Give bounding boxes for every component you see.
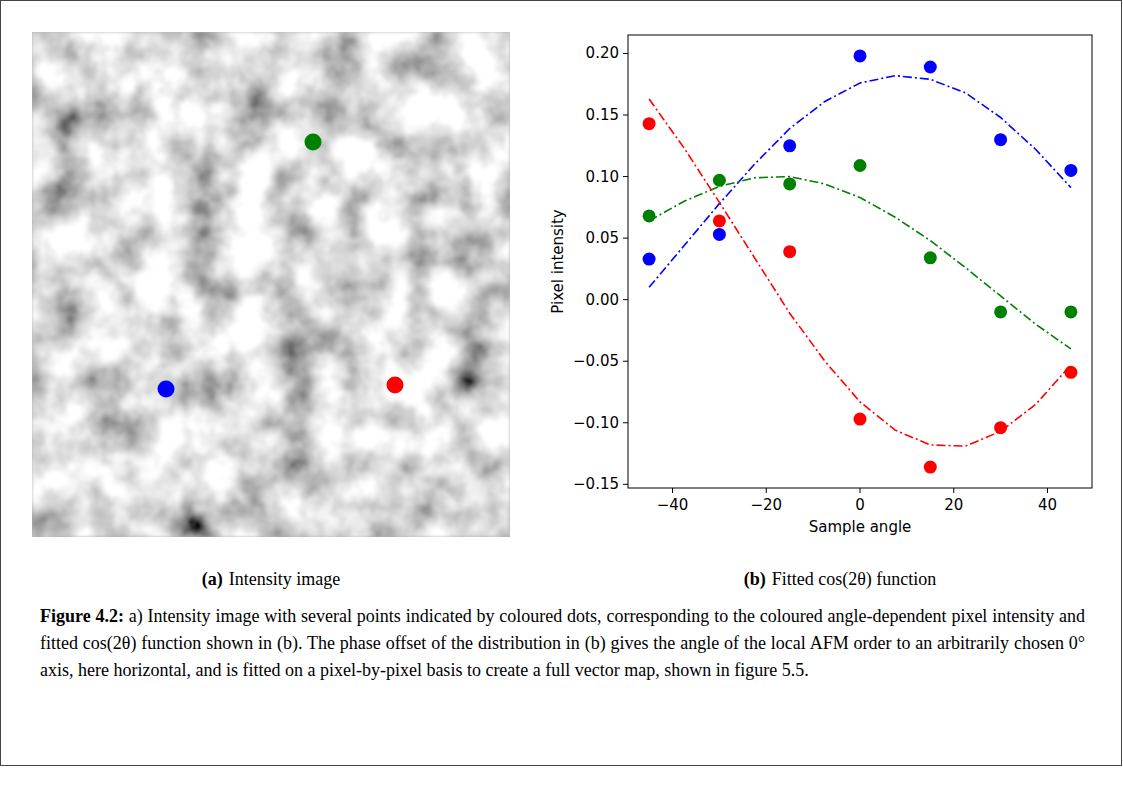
image-point [158,381,175,398]
panel-caption-text: Fitted cos(2θ) function [772,569,937,590]
caption-text: a) Intensity image with several points i… [40,606,1085,680]
data-point [643,209,656,222]
y-tick-label: −0.15 [573,475,619,493]
data-point [1064,305,1077,318]
y-tick [623,299,628,300]
panel-label: (b) [744,569,766,590]
x-axis-title: Sample angle [809,518,912,536]
y-tick [623,361,628,362]
data-point [713,214,726,227]
y-tick [623,115,628,116]
x-tick [672,488,673,493]
image-point [387,377,404,394]
data-point [994,133,1007,146]
panel-caption: (b) Fitted cos(2θ) function [744,569,937,590]
x-tick [860,488,861,493]
data-point [924,251,937,264]
x-tick [1047,488,1048,493]
fit-line [649,99,1071,446]
data-point [854,413,867,426]
data-point [643,253,656,266]
plot-frame [628,35,1092,488]
x-tick-label: −40 [657,496,689,514]
panel-caption-text: Intensity image [229,569,340,589]
image-point [305,134,322,151]
panel-label: (a) [202,569,223,590]
data-point [924,61,937,74]
data-point [924,461,937,474]
data-point [783,245,796,258]
x-tick [953,488,954,493]
plot-marks [643,49,1078,473]
data-point [713,228,726,241]
y-tick [623,484,628,485]
x-tick-label: −20 [750,496,782,514]
y-tick-label: 0.20 [586,44,619,62]
data-point [783,139,796,152]
data-point [854,159,867,172]
y-tick [623,53,628,54]
y-tick [623,422,628,423]
intensity-image [32,32,510,537]
y-tick-label: −0.05 [573,352,619,370]
y-tick [623,176,628,177]
data-point [994,421,1007,434]
data-point [1064,164,1077,177]
figure-caption: Figure 4.2: a) Intensity image with seve… [40,603,1085,684]
x-tick-label: 0 [855,496,865,514]
y-tick-label: −0.10 [573,414,619,432]
y-tick-label: 0.15 [586,106,619,124]
data-point [994,305,1007,318]
data-point [1064,366,1077,379]
x-tick [766,488,767,493]
y-tick-label: 0.10 [586,168,619,186]
panel-caption: (a) Intensity image [202,569,340,590]
y-tick-label: 0.05 [586,229,619,247]
fit-line [649,76,1071,288]
y-tick [623,238,628,239]
y-tick-label: 0.00 [586,291,619,309]
data-point [713,174,726,187]
data-point [854,49,867,62]
data-point [643,117,656,130]
image-background [32,32,510,537]
caption-label: Figure 4.2: [40,606,124,626]
data-point [783,177,796,190]
page-frame [1,1,1122,766]
fit-line [649,177,1071,349]
x-tick-label: 20 [944,496,963,514]
y-axis-title: Pixel intensity [549,209,567,314]
x-tick-label: 40 [1038,496,1057,514]
